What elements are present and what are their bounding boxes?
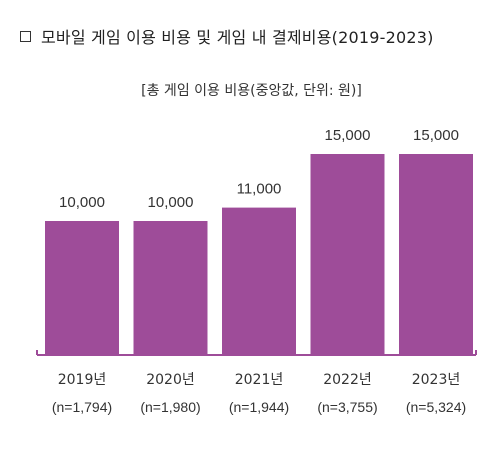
chart-title: 모바일 게임 이용 비용 및 게임 내 결제비용(2019-2023)	[20, 24, 434, 48]
sample-size-label: (n=5,324)	[406, 399, 466, 415]
chart-title-text: 모바일 게임 이용 비용 및 게임 내 결제비용(2019-2023)	[41, 28, 434, 47]
bar-value-label: 15,000	[325, 127, 371, 144]
bar	[133, 221, 208, 355]
bar	[45, 221, 119, 355]
x-tick-label: 2020년	[146, 372, 195, 388]
bar	[222, 207, 296, 355]
sample-size-label: (n=1,980)	[140, 399, 200, 415]
bar-value-label: 10,000	[59, 194, 105, 211]
x-tick-label: 2022년	[323, 372, 372, 388]
x-tick-label: 2021년	[235, 372, 284, 388]
sample-size-label: (n=1,794)	[52, 399, 112, 415]
bar-value-label: 15,000	[413, 127, 459, 144]
checkbox-square-icon	[20, 30, 31, 42]
x-tick-label: 2019년	[58, 372, 107, 388]
bar-value-label: 11,000	[237, 181, 282, 198]
sample-size-label: (n=3,755)	[317, 399, 377, 415]
chart-subtitle: [총 게임 이용 비용(중앙값, 단위: 원)]	[141, 83, 362, 99]
bar	[399, 154, 473, 355]
x-tick-label: 2023년	[412, 372, 461, 388]
sample-size-label: (n=1,944)	[229, 399, 289, 415]
bar-value-label: 10,000	[148, 194, 194, 211]
bar	[310, 154, 385, 355]
